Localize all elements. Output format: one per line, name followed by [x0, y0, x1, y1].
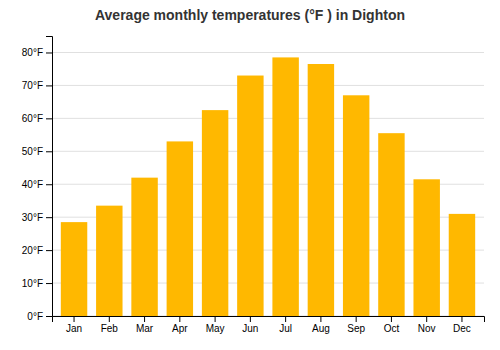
- chart: 0°F 10°F 20°F 30°F 40°F 50°F 60°F 70°F 80°F Jan Fe…: [0, 0, 500, 350]
- tick-mark: [74, 316, 75, 322]
- tick-label: Apr: [172, 323, 188, 334]
- bar: [413, 179, 439, 316]
- tick-label: 0°F: [27, 311, 43, 322]
- bar: [449, 214, 475, 316]
- tick: Oct: [384, 316, 400, 334]
- grid-line: [52, 52, 484, 53]
- tick-mark: [144, 316, 145, 322]
- tick-mark: [46, 316, 52, 317]
- x-axis: Jan Feb Mar Apr May Jun Jul Aug Sep Oct Nov Dec: [53, 316, 485, 334]
- axis-line: [46, 37, 53, 317]
- tick-mark: [46, 85, 52, 86]
- tick: Mar: [136, 316, 154, 334]
- tick: 0°F: [27, 311, 52, 322]
- tick-label: Sep: [347, 323, 365, 334]
- grid-line: [52, 151, 484, 152]
- bar: [167, 141, 193, 316]
- bar: [308, 64, 334, 316]
- tick-mark: [391, 316, 392, 322]
- tick-label: Nov: [418, 323, 436, 334]
- tick: 60°F: [22, 113, 52, 124]
- tick-mark: [46, 184, 52, 185]
- tick: Jun: [242, 316, 258, 334]
- tick: 50°F: [22, 146, 52, 157]
- tick-mark: [46, 250, 52, 251]
- tick: Aug: [312, 316, 330, 334]
- tick: 20°F: [22, 245, 52, 256]
- tick-label: 60°F: [22, 113, 43, 124]
- tick: Dec: [453, 316, 471, 334]
- tick-label: Jan: [66, 323, 82, 334]
- tick-mark: [179, 316, 180, 322]
- tick: Sep: [347, 316, 365, 334]
- grid: [52, 52, 484, 316]
- bar: [61, 222, 87, 316]
- tick-mark: [285, 316, 286, 322]
- tick: Nov: [418, 316, 436, 334]
- tick-label: 50°F: [22, 146, 43, 157]
- bar: [131, 178, 157, 316]
- tick-mark: [215, 316, 216, 322]
- bar: [378, 133, 404, 316]
- tick-label: 30°F: [22, 212, 43, 223]
- tick-label: Oct: [384, 323, 400, 334]
- tick-label: 20°F: [22, 245, 43, 256]
- grid-line: [52, 85, 484, 86]
- tick-label: 40°F: [22, 179, 43, 190]
- bar: [343, 95, 369, 316]
- chart-container: 0°F 10°F 20°F 30°F 40°F 50°F 60°F 70°F 80°F Jan Fe…: [0, 0, 500, 350]
- tick: Feb: [101, 316, 119, 334]
- tick-mark: [46, 283, 52, 284]
- tick: May: [206, 316, 225, 334]
- tick: Apr: [172, 316, 188, 334]
- tick-mark: [250, 316, 251, 322]
- tick-label: 80°F: [22, 47, 43, 58]
- tick-mark: [320, 316, 321, 322]
- tick-label: Jun: [242, 323, 258, 334]
- tick: 30°F: [22, 212, 52, 223]
- y-axis: 0°F 10°F 20°F 30°F 40°F 50°F 60°F 70°F 80°F: [22, 37, 53, 322]
- bar: [202, 110, 228, 316]
- grid-line: [52, 118, 484, 119]
- tick-label: Aug: [312, 323, 330, 334]
- tick-mark: [461, 316, 462, 322]
- bar: [96, 206, 122, 316]
- bars: [61, 57, 475, 316]
- bar: [272, 57, 298, 316]
- tick-mark: [109, 316, 110, 322]
- tick-label: Dec: [453, 323, 471, 334]
- tick: 70°F: [22, 80, 52, 91]
- tick-mark: [46, 151, 52, 152]
- tick-label: Feb: [101, 323, 119, 334]
- tick-mark: [46, 118, 52, 119]
- tick-mark: [46, 217, 52, 218]
- tick: Jan: [66, 316, 82, 334]
- tick-label: 70°F: [22, 80, 43, 91]
- tick-label: May: [206, 323, 225, 334]
- tick: 40°F: [22, 179, 52, 190]
- tick-mark: [46, 52, 52, 53]
- tick-label: Jul: [279, 323, 292, 334]
- tick-label: 10°F: [22, 278, 43, 289]
- axis-line: [53, 317, 485, 323]
- tick-label: Mar: [136, 323, 154, 334]
- tick: Jul: [279, 316, 292, 334]
- tick-mark: [356, 316, 357, 322]
- tick-mark: [426, 316, 427, 322]
- tick: 10°F: [22, 278, 52, 289]
- title: Average monthly temperatures (°F ) in Di…: [95, 7, 405, 23]
- bar: [237, 76, 263, 316]
- tick: 80°F: [22, 47, 52, 58]
